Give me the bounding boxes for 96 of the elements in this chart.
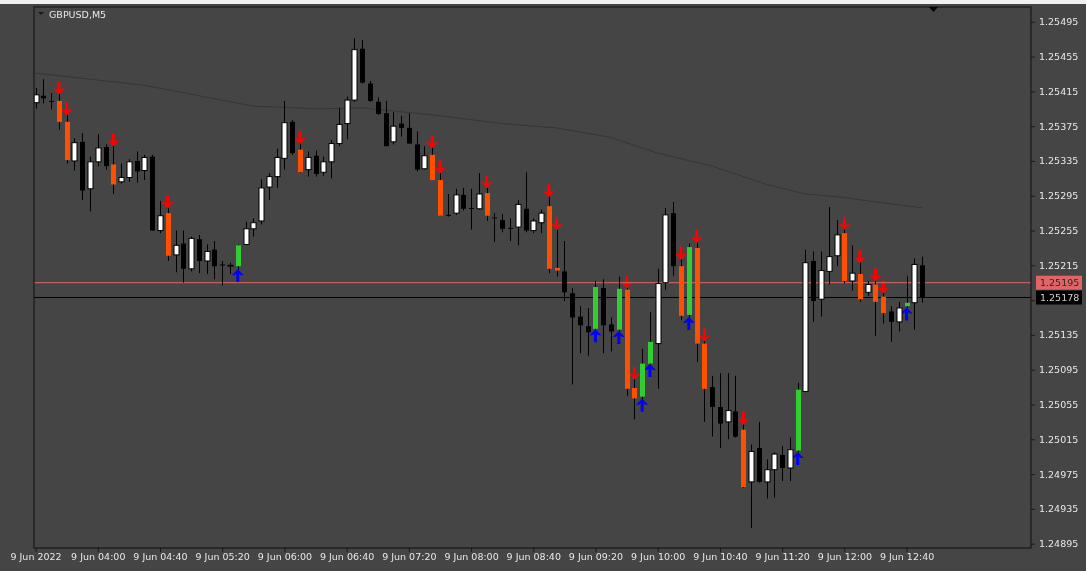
x-tick-label: 9 Jun 09:20: [568, 550, 624, 562]
candlestick: [111, 145, 116, 195]
candlestick: [71, 137, 78, 172]
x-tick-label: 9 Jun 04:40: [133, 550, 188, 562]
candlestick: [485, 187, 490, 222]
x-tick-label: 9 Jun 2022: [10, 550, 62, 562]
point: [612, 331, 625, 345]
y-tick-label: 1.24895: [1039, 538, 1079, 550]
ref-line-label: 1.25195: [1040, 277, 1080, 289]
candlestick: [500, 213, 505, 233]
candlestick: [407, 112, 412, 145]
point: [589, 329, 602, 343]
candlestick: [446, 193, 451, 218]
y-tick-label: 1.25095: [1039, 364, 1079, 376]
candlestick: [849, 244, 856, 292]
point: [52, 81, 65, 95]
candlestick: [787, 437, 794, 482]
y-tick-label: 1.25015: [1039, 433, 1079, 445]
x-tick-label: 9 Jun 08:40: [506, 550, 561, 562]
x-tick-label: 9 Jun 12:00: [817, 550, 873, 562]
candlestick: [632, 378, 637, 420]
x-tick-label: 9 Jun 08:00: [444, 550, 499, 562]
y-tick-label: 1.25215: [1039, 259, 1079, 271]
y-tick-label: 1.25375: [1039, 120, 1079, 132]
point: [737, 411, 750, 425]
candlestick: [57, 93, 62, 131]
chart-title: GBPUSD,M5: [49, 9, 107, 20]
point: [791, 451, 804, 465]
point: [550, 217, 563, 231]
candlestick: [609, 317, 614, 352]
candlestick: [555, 229, 560, 278]
y-tick-label: 1.25295: [1039, 190, 1079, 202]
point: [542, 184, 555, 198]
x-tick-label: 9 Jun 11:20: [755, 550, 810, 562]
point: [480, 175, 493, 189]
point: [293, 130, 306, 144]
candlestick: [157, 200, 164, 234]
candlestick: [492, 212, 497, 243]
y-tick-label: 1.25455: [1039, 51, 1079, 63]
point: [698, 328, 711, 342]
point: [628, 366, 641, 380]
point: [231, 269, 244, 283]
x-tick-label: 9 Jun 04:00: [71, 550, 126, 562]
point: [690, 230, 703, 244]
y-tick-label: 1.25055: [1039, 399, 1079, 411]
point: [426, 135, 439, 149]
point: [643, 364, 656, 378]
point: [869, 268, 882, 282]
candlestick: [648, 311, 653, 365]
point: [60, 102, 73, 116]
candlestick: [780, 445, 785, 482]
candlestick: [197, 234, 202, 274]
point: [636, 398, 649, 412]
candlestick: [718, 372, 723, 449]
candlestick: [368, 80, 373, 103]
candlestick: [578, 305, 583, 354]
x-tick-label: 9 Jun 10:00: [631, 550, 686, 562]
candlestick: [236, 243, 241, 271]
candlestick: [515, 199, 522, 246]
y-tick-label: 1.25135: [1039, 329, 1079, 341]
point: [853, 250, 866, 264]
y-tick-label: 1.24935: [1039, 503, 1079, 515]
candlestick: [508, 217, 513, 242]
candlestick: [586, 307, 591, 357]
candlestick: [220, 260, 225, 286]
candlestick: [896, 301, 903, 332]
x-tick-label: 9 Jun 06:40: [319, 550, 375, 562]
x-tick-label: 9 Jun 10:40: [693, 550, 748, 562]
point: [433, 160, 446, 174]
point: [900, 307, 913, 321]
point: [682, 317, 695, 331]
candlestick: [104, 143, 109, 171]
x-tick-label: 9 Jun 06:00: [257, 550, 313, 562]
candlestick: [710, 375, 715, 438]
y-tick-label: 1.25415: [1039, 85, 1079, 97]
point: [675, 246, 688, 260]
x-tick-label: 9 Jun 07:20: [382, 550, 437, 562]
candlestick: [49, 92, 54, 111]
y-tick-label: 1.24975: [1039, 468, 1079, 480]
candlestick: [399, 115, 404, 138]
y-tick-label: 1.25495: [1039, 16, 1079, 28]
candlestick: [476, 172, 483, 211]
point: [161, 195, 174, 209]
candlestick: [469, 188, 474, 231]
line-series: [35, 72, 923, 209]
x-tick-label: 9 Jun 12:40: [879, 550, 935, 562]
candlestick: [834, 219, 841, 267]
candlestick: [889, 305, 894, 343]
ref-line-label: 1.25178: [1040, 291, 1080, 303]
point: [838, 217, 851, 231]
y-tick-label: 1.25335: [1039, 155, 1079, 167]
candlestick: [298, 143, 303, 174]
x-tick-label: 9 Jun 05:20: [195, 550, 250, 562]
y-tick-label: 1.25255: [1039, 225, 1079, 237]
candlestick: [305, 150, 312, 178]
point: [107, 133, 120, 147]
